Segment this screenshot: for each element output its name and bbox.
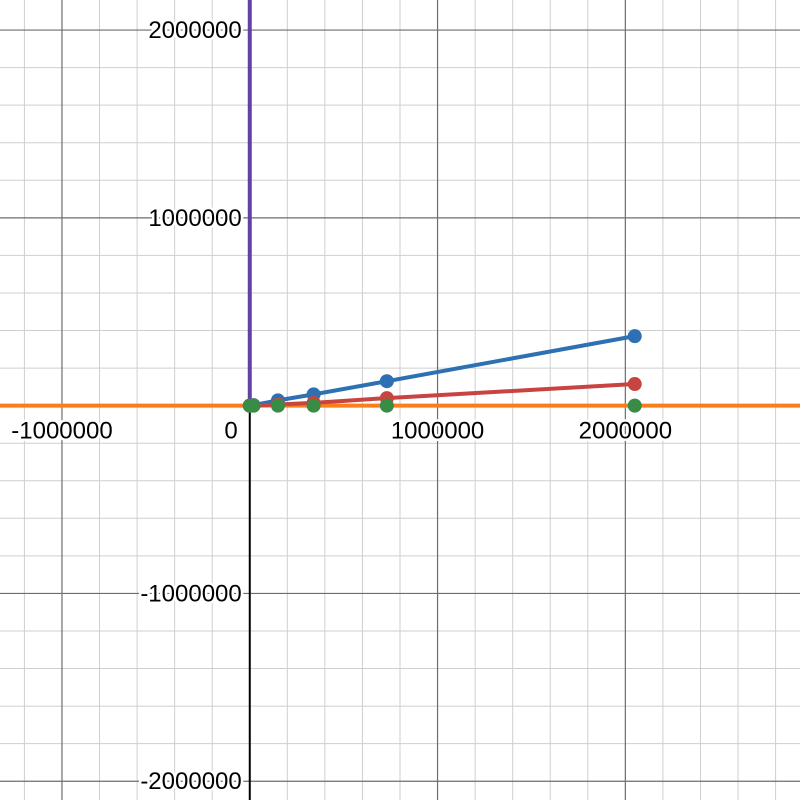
y-tick-label: 1000000 [148, 205, 241, 232]
origin-label: 0 [224, 418, 237, 445]
series-layer [242, 329, 642, 413]
data-point[interactable] [379, 398, 394, 413]
y-tick-label: 2000000 [148, 17, 241, 44]
data-point[interactable] [627, 398, 642, 413]
data-point[interactable] [627, 329, 642, 344]
y-tick-label: -2000000 [140, 768, 241, 795]
x-tick-label: -1000000 [11, 418, 112, 445]
data-point[interactable] [270, 398, 285, 413]
data-point[interactable] [379, 374, 394, 389]
x-tick-label: 1000000 [391, 418, 484, 445]
x-tick-label: 2000000 [579, 418, 672, 445]
tick-labels: -1000000 0 1000000 2000000 2000000 1000000 -10… [9, 15, 675, 798]
data-point[interactable] [246, 398, 261, 413]
reference-lines [0, 0, 800, 408]
data-point[interactable] [627, 377, 642, 392]
data-point[interactable] [306, 398, 321, 413]
y-tick-label: -1000000 [140, 580, 241, 607]
